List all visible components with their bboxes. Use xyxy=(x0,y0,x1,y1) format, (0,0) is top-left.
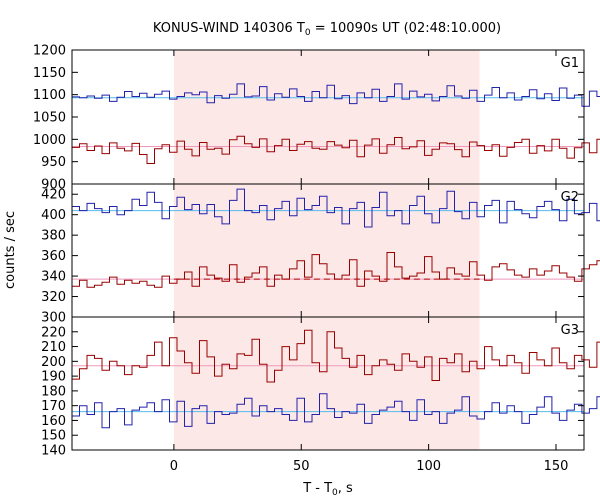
y-tick-label: 300 xyxy=(41,311,66,326)
y-tick-label: 1150 xyxy=(33,66,66,81)
y-tick-label: 380 xyxy=(41,229,66,244)
panel-label-g2: G2 xyxy=(561,190,579,205)
y-tick-label: 900 xyxy=(41,178,66,193)
y-axis-label: counts / sec xyxy=(3,211,18,289)
panel-label-g3: G3 xyxy=(561,323,579,338)
series-line-blue xyxy=(72,83,600,107)
y-tick-label: 180 xyxy=(41,384,66,399)
series-line-red xyxy=(72,135,600,164)
series-line-red xyxy=(72,252,600,288)
x-tick-label: 0 xyxy=(170,459,178,474)
y-tick-label: 340 xyxy=(41,270,66,285)
y-tick-label: 170 xyxy=(41,399,66,414)
series-line-blue xyxy=(72,393,600,429)
y-tick-label: 1000 xyxy=(33,133,66,148)
y-tick-label: 1100 xyxy=(33,88,66,103)
x-axis-label: T - T0, s xyxy=(302,481,353,498)
series-line-blue xyxy=(72,188,600,228)
chart-title: KONUS-WIND 140306 T0 = 10090s UT (02:48:… xyxy=(153,21,501,38)
y-tick-label: 140 xyxy=(41,444,66,459)
chart-title-prefix: KONUS-WIND 140306 T xyxy=(153,21,305,36)
y-tick-label: 1200 xyxy=(33,44,66,59)
y-tick-label: 210 xyxy=(41,340,66,355)
chart-title-suffix: = 10090s UT (02:48:10.000) xyxy=(311,21,501,36)
x-axis-label-subscript: 0 xyxy=(332,488,338,498)
x-tick-label: 50 xyxy=(293,459,310,474)
y-tick-label: 420 xyxy=(41,188,66,203)
series-line-red xyxy=(72,329,600,383)
panel-frame xyxy=(71,316,585,451)
y-tick-label: 320 xyxy=(41,290,66,305)
panel-g2: 300 320 340 360 380 400 420 G2 xyxy=(41,183,600,326)
x-axis-label-prefix: T - T xyxy=(302,481,332,496)
y-tick-label: 360 xyxy=(41,249,66,264)
y-tick-label: 200 xyxy=(41,355,66,370)
y-tick-label: 950 xyxy=(41,155,66,170)
y-tick-label: 220 xyxy=(41,325,66,340)
y-tick-label: 160 xyxy=(41,414,66,429)
y-tick-label: 190 xyxy=(41,370,66,385)
highlight-interval xyxy=(173,50,480,450)
y-tick-label: 400 xyxy=(41,208,66,223)
panel-label-g1: G1 xyxy=(561,56,579,71)
plot-area: 90095010001050110011501200G1300320340360… xyxy=(33,44,600,474)
x-tick-label: 150 xyxy=(544,459,569,474)
chart-title-subscript: 0 xyxy=(305,28,311,38)
y-tick-label: 150 xyxy=(41,429,66,444)
x-axis-label-suffix: , s xyxy=(338,481,353,496)
y-tick-label: 1050 xyxy=(33,111,66,126)
x-tick-label: 100 xyxy=(416,459,441,474)
